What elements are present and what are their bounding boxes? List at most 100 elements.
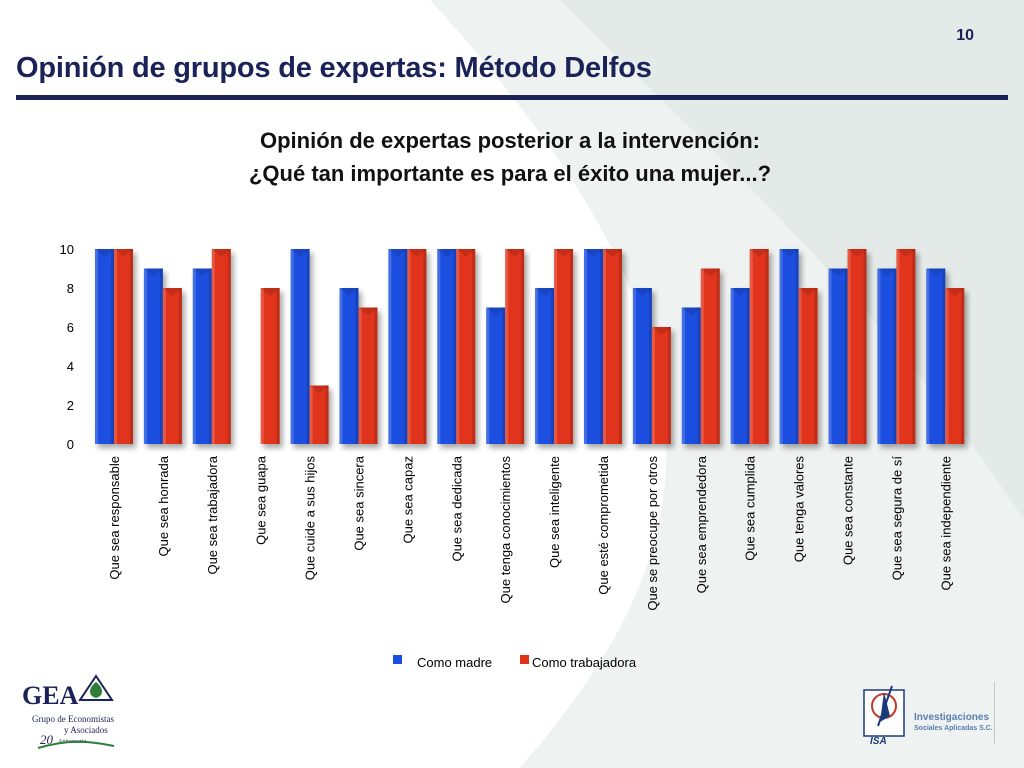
- bar-body: [779, 249, 799, 444]
- bar-highlight: [877, 268, 881, 444]
- bar-como-madre: [388, 249, 408, 444]
- bar-shade: [667, 327, 671, 444]
- bar-como-madre: [828, 268, 848, 444]
- bar-como-madre: [290, 249, 310, 444]
- bar-body: [290, 249, 310, 444]
- bar-body: [114, 249, 133, 444]
- bar-body: [828, 268, 848, 444]
- bar-highlight: [143, 268, 147, 444]
- bar-body: [192, 268, 212, 444]
- bar-body: [437, 249, 457, 444]
- bar-highlight: [798, 288, 802, 444]
- bar-highlight: [779, 249, 783, 444]
- x-tick-label: Que sea independiente: [938, 456, 953, 590]
- bar-top-bevel: [945, 288, 965, 296]
- bar-shade: [355, 288, 359, 444]
- bar-como-madre: [437, 249, 457, 444]
- bar-body: [681, 307, 701, 444]
- bar-highlight: [162, 288, 166, 444]
- bar-body: [339, 288, 359, 444]
- isa-logo-line-2: Sociales Aplicadas S.C.: [914, 725, 993, 732]
- bar-highlight: [260, 288, 264, 444]
- bar-top-bevel: [700, 268, 720, 277]
- bar-como-trabajadora: [505, 249, 525, 444]
- bar-top-bevel: [260, 288, 280, 296]
- bar-shade: [306, 249, 310, 444]
- bar-top-bevel: [730, 288, 750, 296]
- bar-top-bevel: [143, 268, 163, 277]
- bar-highlight: [681, 307, 685, 444]
- bar-highlight: [290, 249, 294, 444]
- bar-body: [651, 327, 671, 444]
- bar-shade: [746, 288, 750, 444]
- bar-body: [309, 385, 329, 444]
- x-tick-label: Que sea sincera: [352, 455, 367, 550]
- bar-highlight: [486, 307, 490, 444]
- bar-body: [535, 288, 555, 444]
- bar-highlight: [437, 249, 441, 444]
- bar-como-madre: [681, 307, 701, 444]
- x-tick-label: Que sea trabajadora: [205, 455, 220, 574]
- bar-top-bevel: [290, 249, 310, 257]
- bar-como-madre: [730, 288, 750, 444]
- bar-body: [143, 268, 163, 444]
- y-tick-label: 6: [67, 320, 74, 335]
- legend-label: Como trabajadora: [532, 655, 637, 670]
- chart-title-line-2: ¿Qué tan importante es para el éxito una…: [248, 161, 772, 186]
- bar-como-trabajadora: [700, 268, 720, 444]
- bar-shade: [697, 307, 701, 444]
- bar-body: [945, 288, 965, 444]
- x-tick-label: Que tenga conocimientos: [498, 456, 513, 604]
- y-tick-label: 10: [60, 242, 74, 257]
- bar-body: [926, 268, 946, 444]
- bar-shade: [795, 249, 799, 444]
- bar-como-madre: [192, 268, 212, 444]
- bar-highlight: [388, 249, 392, 444]
- bar-body: [456, 249, 476, 444]
- bar-highlight: [535, 288, 539, 444]
- gea-anniversary-number: 20: [40, 732, 53, 747]
- bar-shade: [600, 249, 603, 444]
- bar-highlight: [358, 307, 362, 444]
- bar-como-trabajadora: [749, 249, 769, 444]
- legend-swatch: [393, 655, 402, 664]
- bar-top-bevel: [456, 249, 476, 257]
- bar-body: [632, 288, 652, 444]
- bar-shade: [521, 249, 525, 444]
- bar-shade: [844, 268, 848, 444]
- bar-highlight: [309, 385, 313, 444]
- bar-como-madre: [143, 268, 163, 444]
- bar-top-bevel: [192, 268, 212, 277]
- bar-como-madre: [535, 288, 555, 444]
- bar-top-bevel: [407, 249, 427, 257]
- x-tick-label: Que sea guapa: [254, 455, 269, 545]
- x-tick-label: Que sea responsable: [107, 456, 122, 580]
- bar-highlight: [554, 249, 558, 444]
- legend: Como madre Como trabajadora: [393, 655, 637, 670]
- isa-logo: ISA Investigaciones Sociales Aplicadas S…: [862, 682, 1012, 748]
- bar-body: [603, 249, 622, 444]
- legend-item: Como madre: [393, 655, 492, 670]
- bar-shade: [325, 385, 329, 444]
- bar-top-bevel: [554, 249, 574, 257]
- chart-title-line-1: Opinión de expertas posterior a la inter…: [259, 128, 760, 153]
- bar-highlight: [945, 288, 949, 444]
- x-tick-label: Que esté comprometida: [596, 455, 611, 595]
- bar-body: [584, 249, 603, 444]
- bar-body: [749, 249, 769, 444]
- bar-highlight: [896, 249, 900, 444]
- bar-top-bevel: [798, 288, 818, 296]
- bar-shade: [111, 249, 114, 444]
- bar-top-bevel: [437, 249, 457, 257]
- bar-como-madre: [486, 307, 506, 444]
- bar-como-madre: [95, 249, 114, 444]
- bar-shade: [942, 268, 946, 444]
- gea-logo: GEA Grupo de Economistas y Asociados 20 …: [18, 672, 128, 752]
- bar-body: [211, 249, 231, 444]
- bar-shade: [648, 288, 652, 444]
- x-tick-label: Que sea emprendedora: [694, 455, 709, 593]
- bar-top-bevel: [749, 249, 769, 257]
- bar-top-bevel: [603, 249, 622, 257]
- bar-como-trabajadora: [162, 288, 182, 444]
